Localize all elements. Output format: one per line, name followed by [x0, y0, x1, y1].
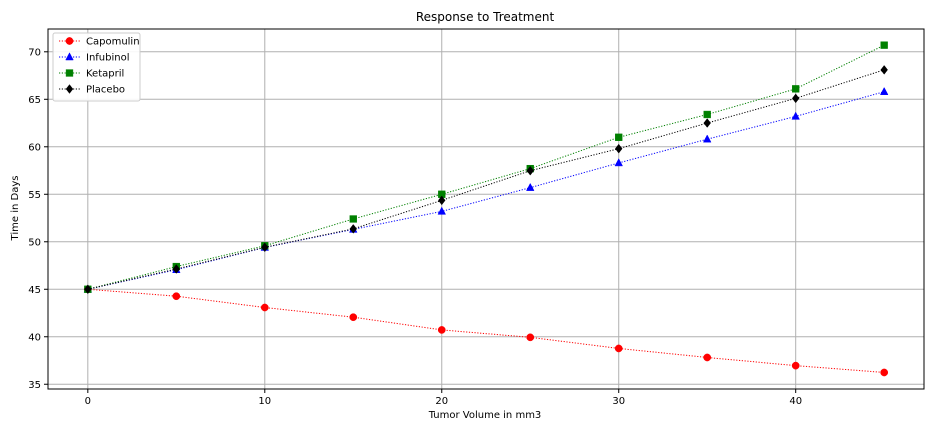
- legend-marker: [65, 69, 74, 77]
- x-tick-label: 30: [612, 396, 625, 407]
- data-point: [260, 303, 269, 312]
- data-point: [703, 110, 711, 119]
- data-point: [880, 368, 889, 377]
- legend-label: Infubinol: [86, 53, 130, 64]
- data-point: [526, 165, 534, 176]
- y-axis-title: Time in Days: [10, 176, 21, 242]
- data-point: [84, 284, 92, 295]
- y-tick-label: 40: [28, 332, 41, 343]
- data-point: [349, 215, 357, 223]
- data-point: [880, 41, 888, 49]
- grid: [48, 29, 924, 389]
- y-tick-label: 70: [28, 47, 41, 58]
- legend-item-capomulin: Capomulin: [59, 37, 140, 48]
- legend-item-ketapril: Ketapril: [59, 69, 124, 80]
- x-tick-label: 0: [85, 396, 91, 407]
- data-point: [703, 353, 712, 362]
- x-axis-title: Tumor Volume in mm3: [428, 410, 542, 421]
- data-point: [349, 224, 357, 234]
- data-point: [615, 143, 623, 154]
- legend-marker: [65, 52, 74, 61]
- data-point: [792, 85, 800, 93]
- series-infubinol: [83, 86, 889, 293]
- data-point: [791, 111, 800, 120]
- data-point: [526, 333, 535, 342]
- y-tick-label: 35: [28, 380, 41, 391]
- series-layer: [83, 41, 889, 377]
- data-point: [438, 195, 446, 206]
- chart-title: Response to Treatment: [416, 10, 555, 24]
- data-point: [880, 65, 888, 75]
- series-line: [87, 69, 885, 290]
- y-tick-label: 50: [28, 237, 41, 248]
- data-point: [349, 313, 358, 322]
- data-point: [437, 206, 446, 215]
- legend-marker: [65, 84, 74, 94]
- series-line: [87, 44, 885, 290]
- y-tick-label: 45: [28, 285, 41, 296]
- series-line: [87, 288, 885, 373]
- series-placebo: [84, 65, 888, 295]
- series-line: [87, 91, 885, 290]
- plot-frame: [47, 28, 925, 390]
- y-tick-label: 60: [28, 142, 41, 153]
- legend-label: Placebo: [86, 85, 125, 96]
- data-point: [702, 134, 712, 143]
- data-point: [172, 292, 181, 301]
- axis-ticks: 0 10 20 30 40 35 40 45 50 55 60 65 70: [28, 47, 802, 407]
- x-tick-label: 40: [789, 396, 802, 407]
- legend-label: Ketapril: [86, 69, 124, 80]
- series-ketapril: [84, 41, 888, 293]
- y-tick-label: 65: [28, 95, 41, 106]
- data-point: [615, 133, 623, 141]
- legend-item-infubinol: Infubinol: [59, 52, 130, 64]
- x-tick-label: 20: [435, 396, 448, 407]
- y-tick-label: 55: [28, 190, 41, 201]
- data-point: [703, 118, 711, 128]
- legend-marker: [65, 37, 74, 45]
- data-point: [437, 326, 446, 334]
- data-point: [614, 344, 623, 353]
- x-tick-label: 10: [258, 396, 271, 407]
- legend-item-placebo: Placebo: [59, 84, 125, 96]
- data-point: [261, 242, 269, 253]
- data-point: [879, 86, 889, 95]
- data-point: [172, 264, 181, 274]
- series-capomulin: [83, 285, 889, 377]
- legend: Capomulin Infubinol Ketapril Placebo: [52, 32, 141, 102]
- legend-label: Capomulin: [86, 37, 140, 48]
- data-point: [791, 361, 800, 370]
- legend-box: [52, 32, 141, 102]
- data-point: [791, 93, 800, 104]
- data-point: [614, 158, 623, 167]
- data-point: [526, 182, 535, 191]
